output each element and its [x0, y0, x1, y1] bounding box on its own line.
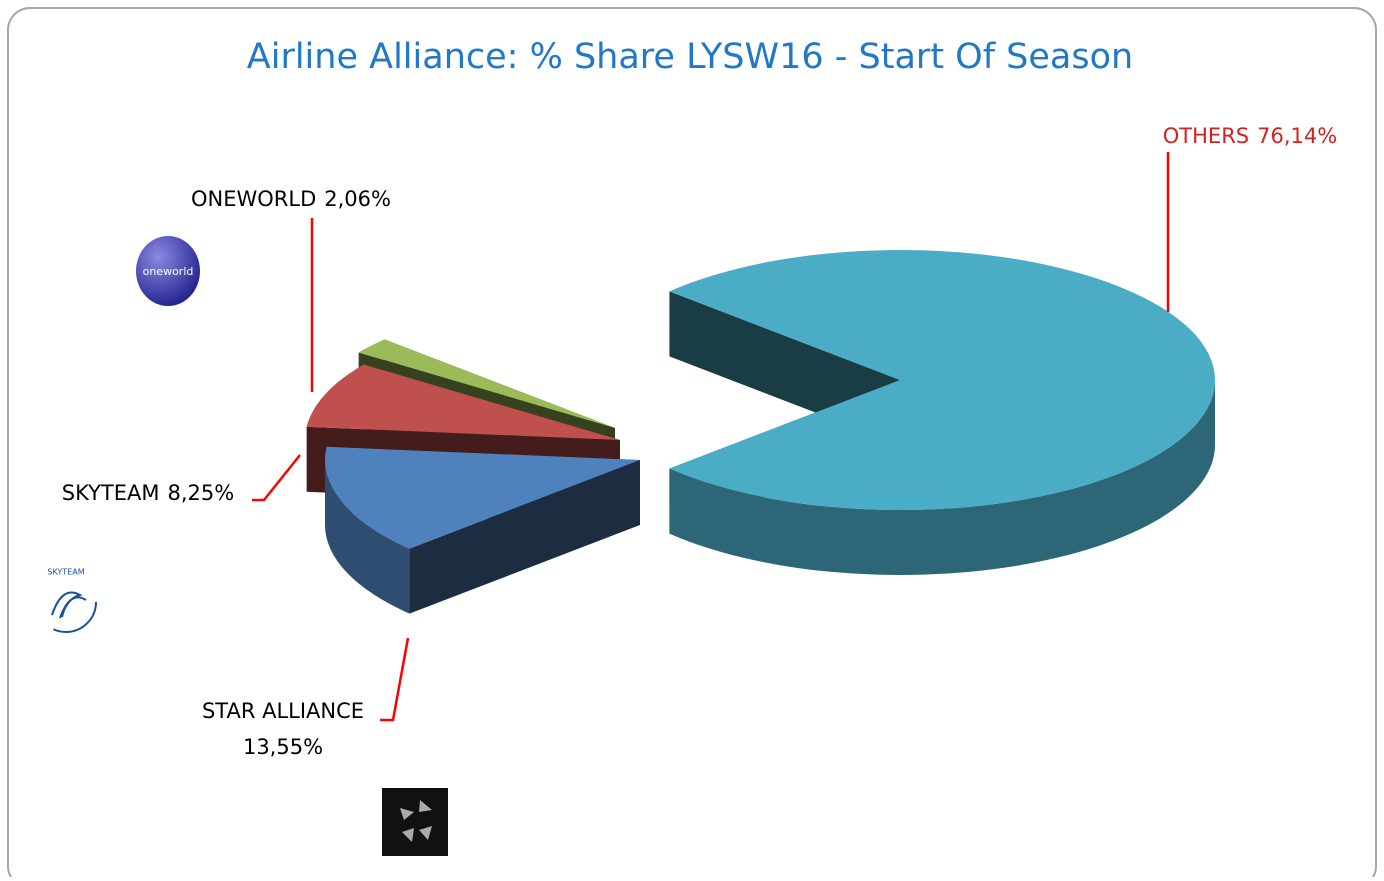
slice-top: [325, 446, 640, 549]
data-label: SKYTEAM 8,25%: [62, 481, 234, 505]
chart-title: Airline Alliance: % Share LYSW16 - Start…: [247, 37, 1133, 77]
logo-swirl: [51, 591, 87, 619]
slice-top: [358, 339, 615, 428]
value-label: 13,55%: [243, 735, 323, 759]
logo-circle: [136, 236, 200, 306]
leader-line: [380, 637, 410, 722]
star-logo: [382, 788, 448, 856]
chart-frame: [7, 7, 1377, 881]
logo-text: SKYTEAM: [47, 568, 84, 577]
slice-side: [325, 460, 410, 614]
slice-side: [669, 380, 1215, 576]
slice-top: [669, 250, 1215, 510]
category-label: OTHERS: [1163, 124, 1249, 148]
category-label: STAR ALLIANCE: [202, 699, 364, 723]
slice: [325, 446, 640, 614]
value-label: 8,25%: [168, 481, 235, 505]
category-label: SKYTEAM: [62, 481, 160, 505]
category-label: ONEWORLD: [191, 187, 316, 211]
leader-line: [252, 454, 301, 502]
data-label: OTHERS 76,14%: [1163, 124, 1337, 148]
value-label: 2,06%: [324, 187, 391, 211]
value-label: 76,14%: [1257, 124, 1337, 148]
oneworld-logo: oneworld: [136, 236, 200, 306]
slice-top: [306, 364, 620, 440]
skyteam-logo: SKYTEAM: [35, 568, 97, 633]
data-label: ONEWORLD 2,06%: [191, 187, 391, 211]
logo-star: [400, 800, 432, 842]
logo-arc: [35, 571, 97, 633]
logo-text: oneworld: [143, 265, 194, 278]
logo-box: [382, 788, 448, 856]
data-label: STAR ALLIANCE: [202, 699, 364, 723]
slice: [669, 250, 1215, 576]
